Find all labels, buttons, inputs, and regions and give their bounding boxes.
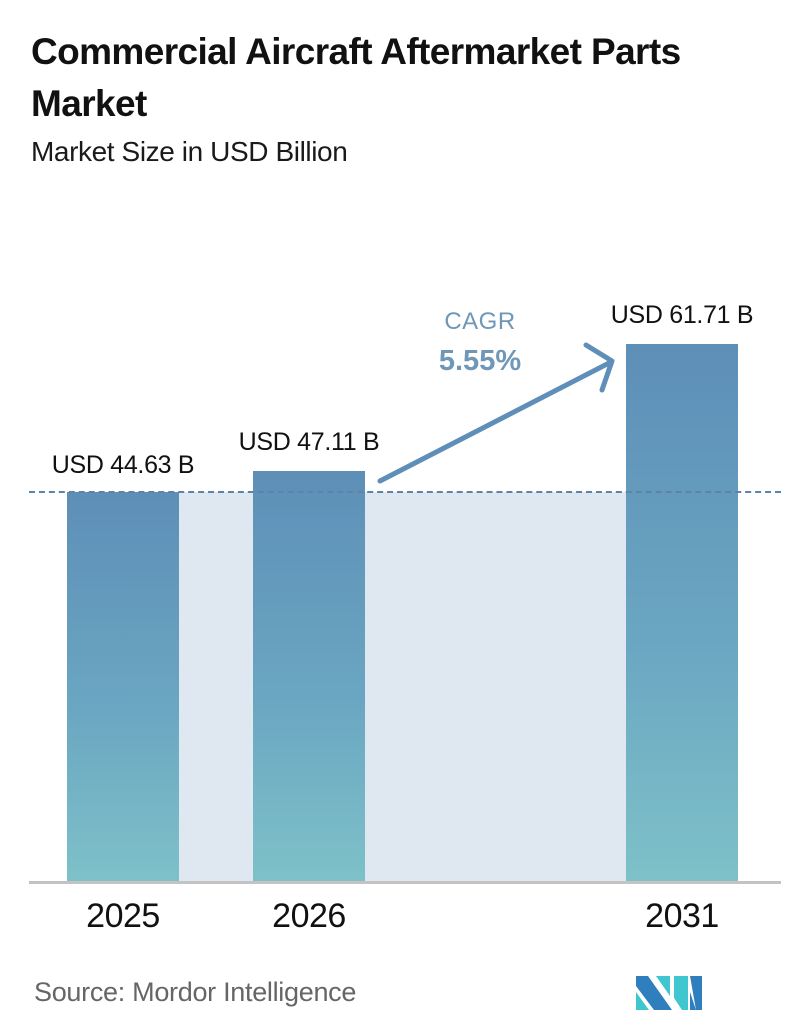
source-text: Source: Mordor Intelligence bbox=[34, 977, 357, 1007]
chart-title: Commercial Aircraft Aftermarket Parts Ma… bbox=[31, 31, 681, 124]
bar-value-label-2026: USD 47.11 B bbox=[238, 428, 380, 456]
x-axis-baseline bbox=[29, 881, 781, 884]
bar-value-label-2025: USD 44.63 B bbox=[51, 451, 195, 479]
x-tick-2031: 2031 bbox=[645, 897, 719, 935]
bar-value-label-2031: USD 61.71 B bbox=[610, 301, 754, 329]
bar-2025 bbox=[67, 492, 179, 882]
mordor-intelligence-logo-icon bbox=[636, 976, 702, 1010]
x-tick-2026: 2026 bbox=[272, 897, 346, 935]
bar-2026 bbox=[253, 471, 365, 882]
x-tick-2025: 2025 bbox=[86, 897, 160, 935]
chart-subtitle: Market Size in USD Billion bbox=[31, 136, 348, 167]
reference-dashed-line bbox=[29, 491, 781, 493]
cagr-value: 5.55% bbox=[438, 345, 522, 377]
bar-2031 bbox=[626, 344, 738, 882]
cagr-label: CAGR bbox=[444, 308, 516, 335]
